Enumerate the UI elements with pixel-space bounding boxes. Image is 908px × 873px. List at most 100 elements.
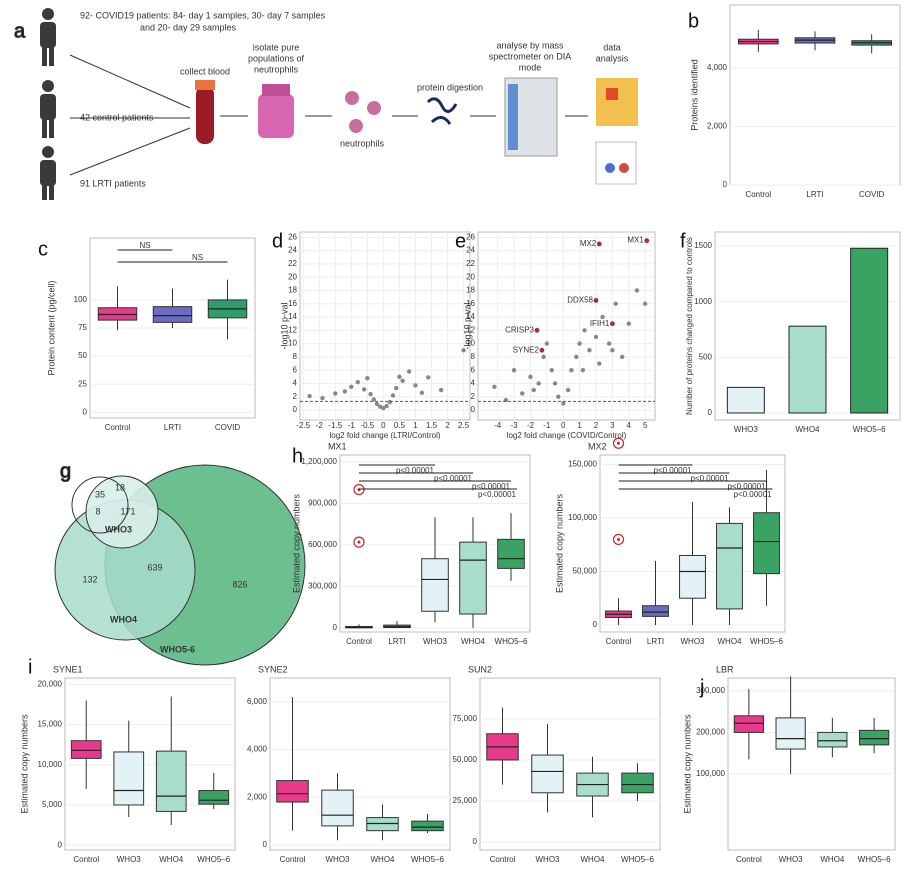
y-axis-label: Estimated copy numbers bbox=[19, 714, 29, 814]
box bbox=[152, 306, 193, 323]
y-tick-label: 2,000 bbox=[707, 122, 728, 131]
y-tick-label: 0 bbox=[723, 180, 728, 189]
point bbox=[569, 367, 574, 373]
y-axis-label: -log10 p-val bbox=[279, 302, 289, 349]
y-tick-label: 0 bbox=[263, 840, 268, 849]
y-tick-label: 100,000 bbox=[568, 513, 597, 522]
x-tick-label: WHO3 bbox=[117, 855, 142, 864]
venn-count: 171 bbox=[120, 506, 135, 516]
point bbox=[511, 367, 517, 373]
y-tick-label: 900,000 bbox=[308, 499, 337, 508]
step-label: protein digestion bbox=[417, 82, 483, 92]
y-tick-label: 20,000 bbox=[38, 680, 63, 689]
x-tick-label: WHO4 bbox=[581, 855, 606, 864]
y-tick-label: 100 bbox=[74, 295, 88, 304]
step-label: data bbox=[603, 42, 621, 52]
y-tick-label: 0 bbox=[293, 405, 298, 414]
y-tick-label: 24 bbox=[466, 246, 475, 255]
box bbox=[411, 820, 444, 832]
x-tick-label: LRTI bbox=[806, 190, 823, 199]
box bbox=[716, 522, 743, 610]
x-tick-label: Control bbox=[105, 423, 131, 432]
x-tick-label: WHO4 bbox=[371, 855, 396, 864]
significance-label: p<0.00001 bbox=[472, 482, 511, 491]
point bbox=[397, 374, 402, 380]
point bbox=[610, 348, 615, 353]
y-axis-label: Estimated copy numbers bbox=[554, 493, 564, 593]
x-tick-label: Control bbox=[490, 855, 516, 864]
point bbox=[620, 354, 625, 360]
y-tick-label: 300,000 bbox=[696, 686, 725, 695]
significance-label: p<0.00001 bbox=[733, 490, 772, 499]
panel: h MX1 Estimated copy numbers 0 300,000 600,00… bbox=[291, 441, 531, 646]
significance-label: p<0.00001 bbox=[653, 466, 692, 475]
x-tick-label: Control bbox=[280, 855, 306, 864]
panel: b Proteins identified 0 2,000 4,000 Control LR… bbox=[688, 4, 901, 199]
y-tick-label: 15,000 bbox=[38, 720, 63, 729]
chart-title: SYNE1 bbox=[53, 664, 83, 674]
venn-count: 8 bbox=[95, 506, 100, 516]
y-axis-label: Estimated copy numbers bbox=[682, 714, 692, 814]
point-label: MX2 bbox=[580, 239, 597, 248]
point bbox=[365, 375, 370, 381]
box bbox=[459, 541, 487, 615]
panel-a: a bbox=[14, 8, 638, 200]
x-axis-label: log2 fold change (COVID/Control) bbox=[507, 431, 627, 440]
x-tick-label: 1 bbox=[413, 421, 418, 430]
y-tick-label: 20 bbox=[288, 272, 297, 281]
y-tick-label: 14 bbox=[466, 312, 475, 321]
point bbox=[394, 385, 399, 391]
step-label: neutrophils bbox=[254, 64, 299, 74]
plot-frame bbox=[479, 677, 661, 851]
y-tick-label: 25 bbox=[78, 379, 87, 388]
highlight-point bbox=[644, 238, 650, 244]
y-tick-label: 50,000 bbox=[453, 755, 478, 764]
y-tick-label: 10,000 bbox=[38, 760, 63, 769]
point bbox=[361, 387, 367, 392]
panel: j LBR Estimated copy numbers 100,000 200,000… bbox=[682, 664, 896, 864]
significance-label: p<0.00001 bbox=[690, 474, 729, 483]
box bbox=[321, 789, 354, 827]
y-tick-label: 600,000 bbox=[308, 540, 337, 549]
venn-label: WHO3 bbox=[105, 524, 132, 534]
point bbox=[642, 301, 648, 306]
chart-title: SYNE2 bbox=[258, 664, 288, 674]
x-tick-label: COVID bbox=[215, 423, 241, 432]
y-tick-label: 1500 bbox=[694, 241, 712, 250]
point bbox=[593, 334, 599, 340]
outlier-dot bbox=[617, 537, 620, 541]
significance-label: NS bbox=[139, 241, 150, 250]
y-tick-label: 16 bbox=[288, 299, 297, 308]
x-tick-label: -1 bbox=[348, 421, 356, 430]
bar bbox=[850, 247, 889, 414]
point bbox=[577, 341, 582, 346]
point bbox=[528, 374, 533, 380]
y-tick-label: 75 bbox=[78, 323, 87, 332]
y-tick-label: 0 bbox=[593, 620, 598, 629]
y-tick-label: 8 bbox=[471, 352, 476, 361]
point bbox=[606, 341, 612, 346]
x-tick-label: Control bbox=[606, 637, 632, 646]
point bbox=[406, 369, 412, 374]
chart-title: SUN2 bbox=[468, 664, 492, 674]
x-tick-label: -0.5 bbox=[360, 421, 374, 430]
box bbox=[775, 717, 806, 750]
outlier bbox=[353, 483, 365, 496]
box bbox=[679, 554, 706, 599]
y-tick-label: 6 bbox=[293, 365, 298, 374]
y-tick-label: 14 bbox=[288, 312, 297, 321]
point bbox=[342, 389, 348, 394]
x-tick-label: WHO4 bbox=[820, 855, 845, 864]
x-tick-label: Control bbox=[346, 637, 372, 646]
y-axis-label: Estimated copy numbers bbox=[291, 493, 301, 593]
highlight-point bbox=[593, 298, 599, 303]
x-tick-label: -2.5 bbox=[296, 421, 310, 430]
y-tick-label: 12 bbox=[466, 325, 475, 334]
point bbox=[419, 390, 425, 395]
point bbox=[426, 375, 431, 380]
significance-label: NS bbox=[192, 253, 203, 262]
y-tick-label: 4,000 bbox=[247, 745, 268, 754]
point-label: CRISP3 bbox=[505, 325, 534, 334]
box bbox=[733, 715, 764, 733]
x-tick-label: WHO5–6 bbox=[853, 425, 886, 434]
